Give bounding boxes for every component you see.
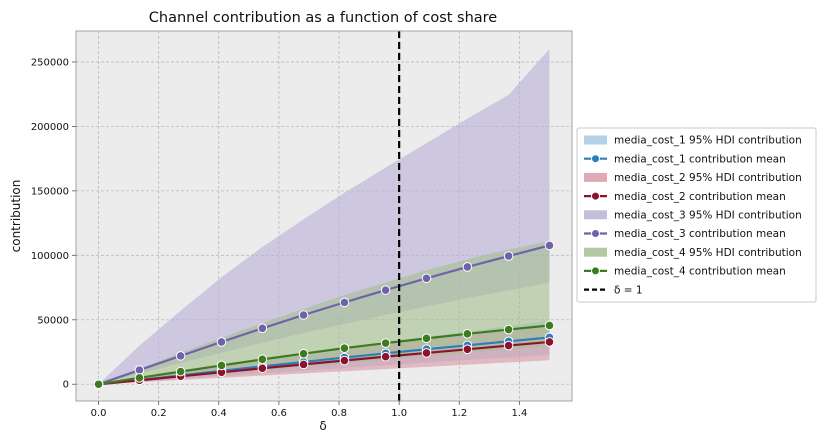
legend-label: media_cost_1 95% HDI contribution <box>614 135 802 147</box>
y-tick-label: 100000 <box>31 251 69 262</box>
media_cost_3-point <box>339 297 350 308</box>
legend-band-swatch <box>584 247 607 257</box>
media_cost_3-point <box>257 323 268 334</box>
media_cost_4-point <box>93 379 104 390</box>
y-tick-label: 0 <box>63 380 69 391</box>
media_cost_2-point <box>421 348 432 358</box>
media_cost_1-band-legend-entry: media_cost_1 95% HDI contribution <box>584 135 802 147</box>
media_cost_3-mean-line <box>98 244 550 386</box>
plot-frame <box>75 30 573 402</box>
media_cost_2-line-legend-entry: media_cost_2 contribution mean <box>584 191 786 203</box>
media_cost_4-point <box>216 360 227 371</box>
media_cost_4-point <box>134 372 145 383</box>
legend-label: media_cost_3 contribution mean <box>614 228 786 240</box>
legend-box <box>576 127 817 303</box>
legend-label: media_cost_1 contribution mean <box>614 153 786 165</box>
x-tick-label: 1.4 <box>511 408 527 419</box>
legend-label: media_cost_2 contribution mean <box>614 191 786 203</box>
media_cost_3-point <box>462 262 473 272</box>
legend-label: media_cost_2 95% HDI contribution <box>614 172 802 184</box>
x-tick-label: 0.4 <box>211 408 227 419</box>
media_cost_3-point <box>503 251 514 261</box>
x-tick-label: 0.0 <box>91 408 107 419</box>
media_cost_2-point <box>339 355 350 366</box>
media_cost_3-line-legend-entry: media_cost_3 contribution mean <box>584 228 786 240</box>
media_cost_4-point <box>503 324 514 335</box>
y-tick-label: 50000 <box>37 315 69 326</box>
media_cost_4-mean-line <box>98 324 550 386</box>
media_cost_4-point <box>544 320 555 331</box>
media_cost_3-point <box>380 285 391 295</box>
media_cost_3-band-legend-entry: media_cost_3 95% HDI contribution <box>584 210 802 222</box>
line-layer <box>98 244 550 386</box>
media_cost_3-point <box>216 337 227 347</box>
media_cost_4-point <box>421 333 432 344</box>
media_cost_3-point <box>544 240 555 251</box>
media_cost_3-point <box>421 273 432 284</box>
media_cost_4-point <box>380 338 391 348</box>
media_cost_2-point <box>462 344 473 355</box>
legend-label: media_cost_4 95% HDI contribution <box>614 247 802 259</box>
media_cost_2-band-legend-entry: media_cost_2 95% HDI contribution <box>584 172 802 184</box>
media_cost_4-point <box>175 366 186 377</box>
marker-layer <box>93 240 555 390</box>
media_cost_2-point <box>544 337 555 347</box>
y-tick-label: 150000 <box>31 186 69 197</box>
media_cost_2-point <box>257 363 268 374</box>
x-axis-label: δ <box>319 419 326 433</box>
media_cost_4-point <box>339 343 350 353</box>
y-tick-label: 250000 <box>31 57 69 68</box>
legend-marker-swatch <box>591 229 600 238</box>
legend-marker-swatch <box>591 266 600 276</box>
media_cost_2-point <box>380 351 391 362</box>
legend-band-swatch <box>584 210 607 220</box>
chart-title: Channel contribution as a function of co… <box>149 10 498 26</box>
legend-band-swatch <box>584 135 607 145</box>
x-tick-label: 0.8 <box>331 408 347 419</box>
x-tick-label: 0.6 <box>271 408 287 419</box>
media_cost_1-line-legend-entry: media_cost_1 contribution mean <box>584 153 786 165</box>
media_cost_4-point <box>298 348 309 359</box>
media_cost_2-mean-line <box>98 340 550 386</box>
legend: media_cost_1 95% HDI contribution media_c… <box>576 127 817 303</box>
media_cost_4-line-legend-entry: media_cost_4 contribution mean <box>584 266 786 278</box>
x-tick-label: 0.2 <box>151 408 167 419</box>
media_cost_4-band-legend-entry: media_cost_4 95% HDI contribution <box>584 247 802 259</box>
media_cost_4-point <box>462 329 473 339</box>
x-tick-label: 1.2 <box>451 408 467 419</box>
media_cost_2-point <box>298 359 309 370</box>
media_cost_4-point <box>257 354 268 365</box>
legend-band-swatch <box>584 172 607 182</box>
media_cost_2-point <box>503 340 514 351</box>
legend-marker-swatch <box>591 154 600 164</box>
delta-line-legend-entry: δ = 1 <box>584 284 643 296</box>
axis-layer: 0.0 0.2 0.4 0.6 0.8 1.0 1.2 1.4 0 50000 100000 1500… <box>31 30 573 419</box>
y-tick-label: 200000 <box>31 122 69 133</box>
y-axis-label: contribution <box>9 180 23 253</box>
legend-label: media_cost_4 contribution mean <box>614 266 786 278</box>
x-tick-label: 1.0 <box>391 408 407 419</box>
legend-label: δ = 1 <box>614 284 643 296</box>
legend-label: media_cost_3 95% HDI contribution <box>614 210 802 222</box>
media_cost_3-point <box>298 310 309 320</box>
media_cost_3-point <box>175 351 186 361</box>
legend-marker-swatch <box>591 191 600 201</box>
